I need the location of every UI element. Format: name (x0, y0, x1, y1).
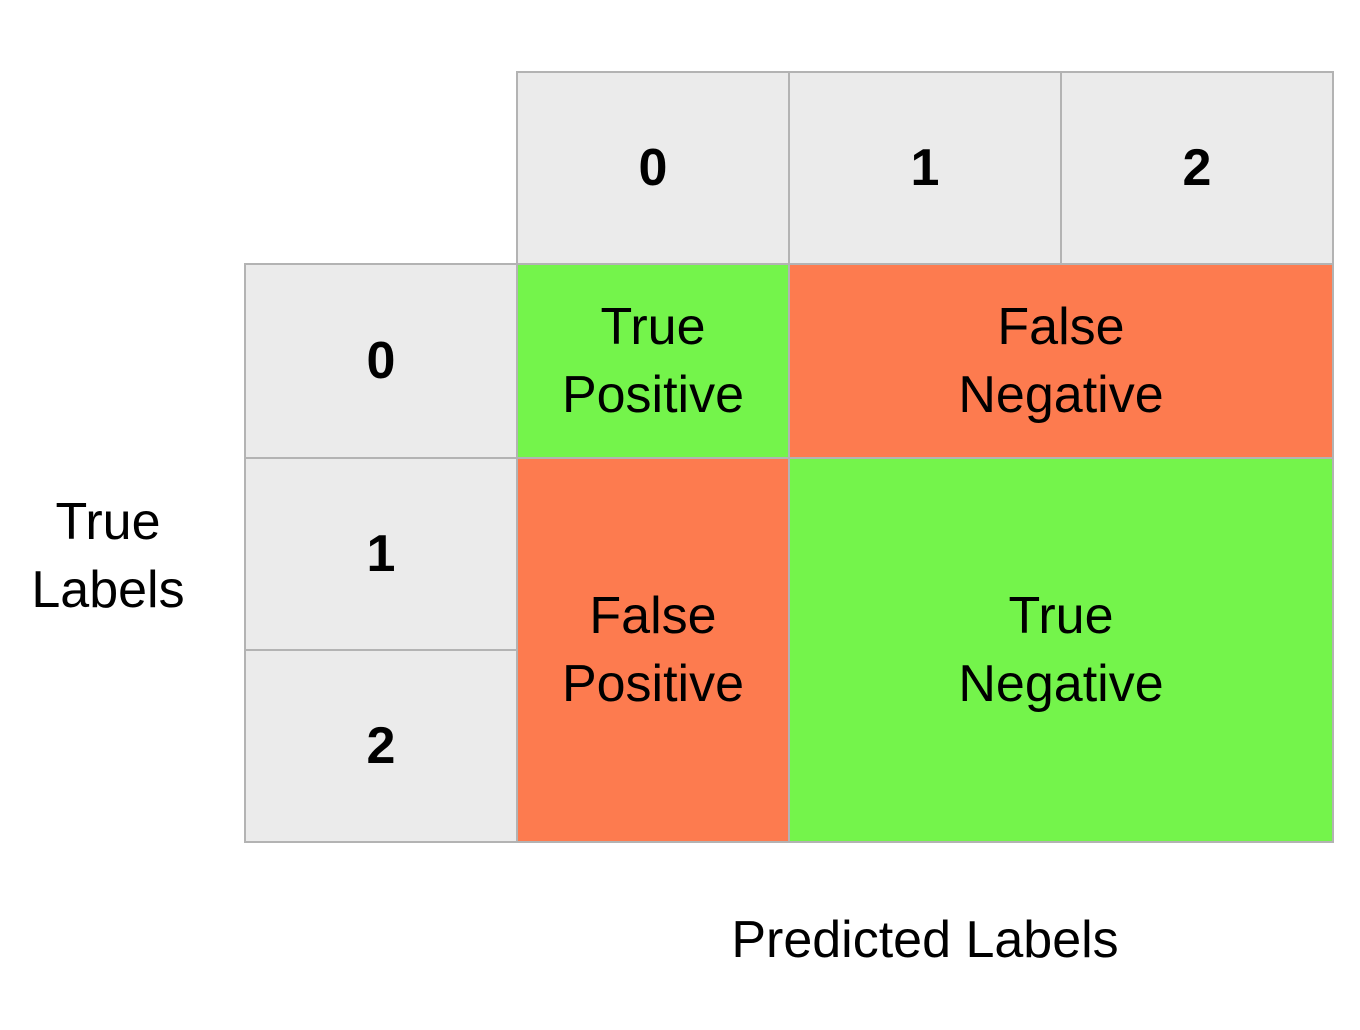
y-axis-label-line1: True (55, 493, 161, 551)
quadrant-true-positive: True Positive (516, 263, 790, 459)
column-header-2: 2 (1060, 71, 1334, 265)
quadrant-true-negative-line1: True (1008, 587, 1114, 645)
quadrant-false-positive-line1: False (589, 587, 717, 645)
column-header-0: 0 (516, 71, 790, 265)
row-header-0: 0 (244, 263, 518, 459)
quadrant-true-positive-line1: True (600, 298, 706, 356)
row-header-2: 2 (244, 649, 518, 843)
quadrant-false-negative: False Negative (788, 263, 1334, 459)
quadrant-false-negative-line1: False (997, 298, 1125, 356)
quadrant-false-positive: False Positive (516, 457, 790, 843)
y-axis-label: True Labels (8, 488, 208, 624)
column-header-1: 1 (788, 71, 1062, 265)
quadrant-true-negative: True Negative (788, 457, 1334, 843)
quadrant-false-negative-line2: Negative (958, 366, 1164, 424)
quadrant-true-positive-line2: Positive (561, 366, 745, 424)
quadrant-false-positive-line2: Positive (561, 655, 745, 713)
row-header-1: 1 (244, 457, 518, 651)
x-axis-label: Predicted Labels (731, 911, 1119, 969)
quadrant-true-negative-line2: Negative (958, 655, 1164, 713)
y-axis-label-line2: Labels (31, 561, 185, 619)
